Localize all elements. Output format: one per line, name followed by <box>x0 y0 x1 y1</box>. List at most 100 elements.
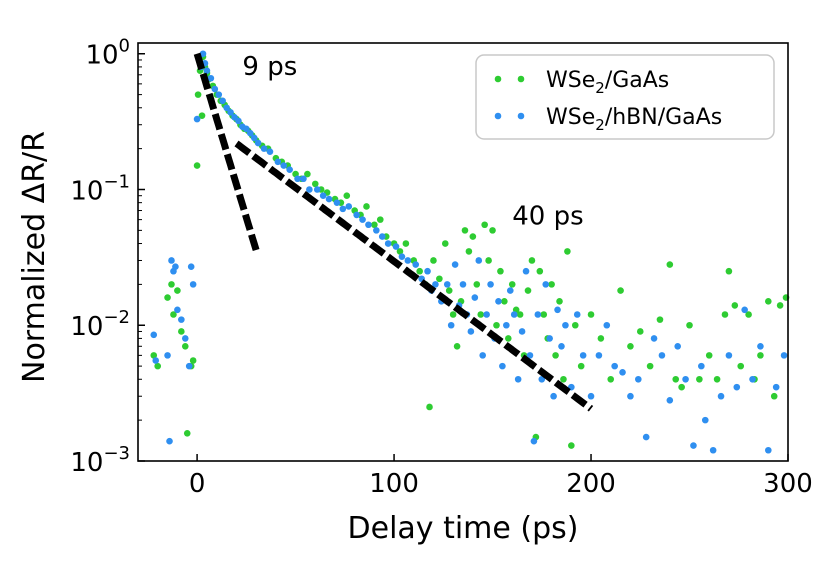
data-point <box>487 281 494 288</box>
data-point <box>219 97 226 105</box>
data-point <box>254 139 262 147</box>
data-point <box>286 166 293 173</box>
data-point <box>556 298 563 305</box>
data-point <box>510 311 518 318</box>
data-point <box>152 357 160 364</box>
data-point <box>300 175 307 183</box>
data-point <box>690 442 697 449</box>
data-point <box>469 233 477 240</box>
fit-lines-layer <box>193 52 594 412</box>
data-point <box>658 352 666 359</box>
legend-entries: WSe2/GaAs WSe2/hBN/GaAs <box>494 68 722 134</box>
data-point <box>696 375 703 383</box>
data-point <box>757 352 764 359</box>
data-point <box>538 375 546 383</box>
plot-frame <box>137 42 789 462</box>
legend-marker <box>517 75 525 83</box>
data-point <box>597 335 605 342</box>
legend-entry-1: WSe2/hBN/GaAs <box>494 105 722 134</box>
data-point <box>164 294 171 301</box>
data-point <box>311 180 319 188</box>
data-point <box>181 335 189 342</box>
data-point <box>250 134 258 142</box>
data-point <box>526 352 534 359</box>
data-point <box>503 321 510 329</box>
data-point <box>203 67 211 75</box>
data-point <box>183 429 191 437</box>
data-point <box>243 125 250 133</box>
x-axis-title: Delay time (ps) <box>348 511 579 546</box>
fit-line-0 <box>193 52 260 252</box>
data-point <box>619 369 626 376</box>
data-point <box>193 162 201 169</box>
data-point <box>436 275 443 283</box>
data-point <box>489 227 496 234</box>
data-point <box>199 50 207 58</box>
data-point <box>485 257 492 264</box>
y-axis-title: Normalized ΔR/R <box>17 131 52 383</box>
data-point <box>449 311 457 318</box>
data-point <box>534 311 542 318</box>
legend-label: WSe2/GaAs <box>546 68 669 97</box>
data-point <box>765 446 772 454</box>
data-point <box>493 321 500 329</box>
data-point <box>501 298 508 305</box>
data-point <box>215 91 223 98</box>
data-point <box>319 192 327 200</box>
data-point <box>522 267 530 275</box>
data-point <box>571 321 579 329</box>
data-point <box>339 205 347 213</box>
data-point <box>642 433 650 441</box>
data-point <box>737 362 745 370</box>
legend-marker <box>517 112 525 120</box>
data-point <box>607 375 615 383</box>
data-point <box>194 91 202 98</box>
data-point <box>365 221 372 229</box>
data-point <box>150 352 158 359</box>
data-point <box>548 281 555 288</box>
data-point <box>481 221 488 229</box>
data-point <box>554 306 561 314</box>
data-point <box>776 302 784 309</box>
legend-marker <box>494 112 502 120</box>
data-point <box>274 158 282 166</box>
data-point <box>461 227 469 234</box>
data-point <box>627 392 634 400</box>
data-point <box>772 383 780 391</box>
data-point <box>749 375 756 383</box>
data-point <box>475 257 483 264</box>
data-point <box>682 375 689 383</box>
data-point <box>211 85 219 93</box>
data-point <box>304 170 311 178</box>
data-point <box>530 437 538 445</box>
data-point <box>333 199 341 206</box>
data-point <box>412 261 420 268</box>
data-point <box>709 446 717 454</box>
data-point <box>650 335 658 342</box>
data-point <box>404 257 412 264</box>
data-point <box>441 240 449 247</box>
x-tick-label: 0 <box>189 469 206 499</box>
data-point <box>174 287 181 294</box>
data-point <box>745 311 752 318</box>
data-point <box>770 392 778 400</box>
data-point <box>398 253 406 260</box>
y-tick-label: 100 <box>85 36 130 71</box>
data-point <box>674 342 681 350</box>
data-point <box>731 302 739 309</box>
data-point <box>235 117 242 125</box>
data-point <box>562 321 569 329</box>
data-point <box>343 192 351 200</box>
data-point <box>246 129 254 137</box>
data-point <box>170 311 177 318</box>
data-point <box>741 306 748 314</box>
data-point <box>443 281 451 288</box>
data-point <box>451 261 459 268</box>
data-point <box>207 74 215 82</box>
data-point <box>701 416 709 424</box>
annotation-fast-decay: 9 ps <box>242 52 297 82</box>
data-point <box>717 392 725 400</box>
data-point <box>636 328 644 335</box>
data-point <box>198 112 206 119</box>
data-point <box>378 233 386 240</box>
